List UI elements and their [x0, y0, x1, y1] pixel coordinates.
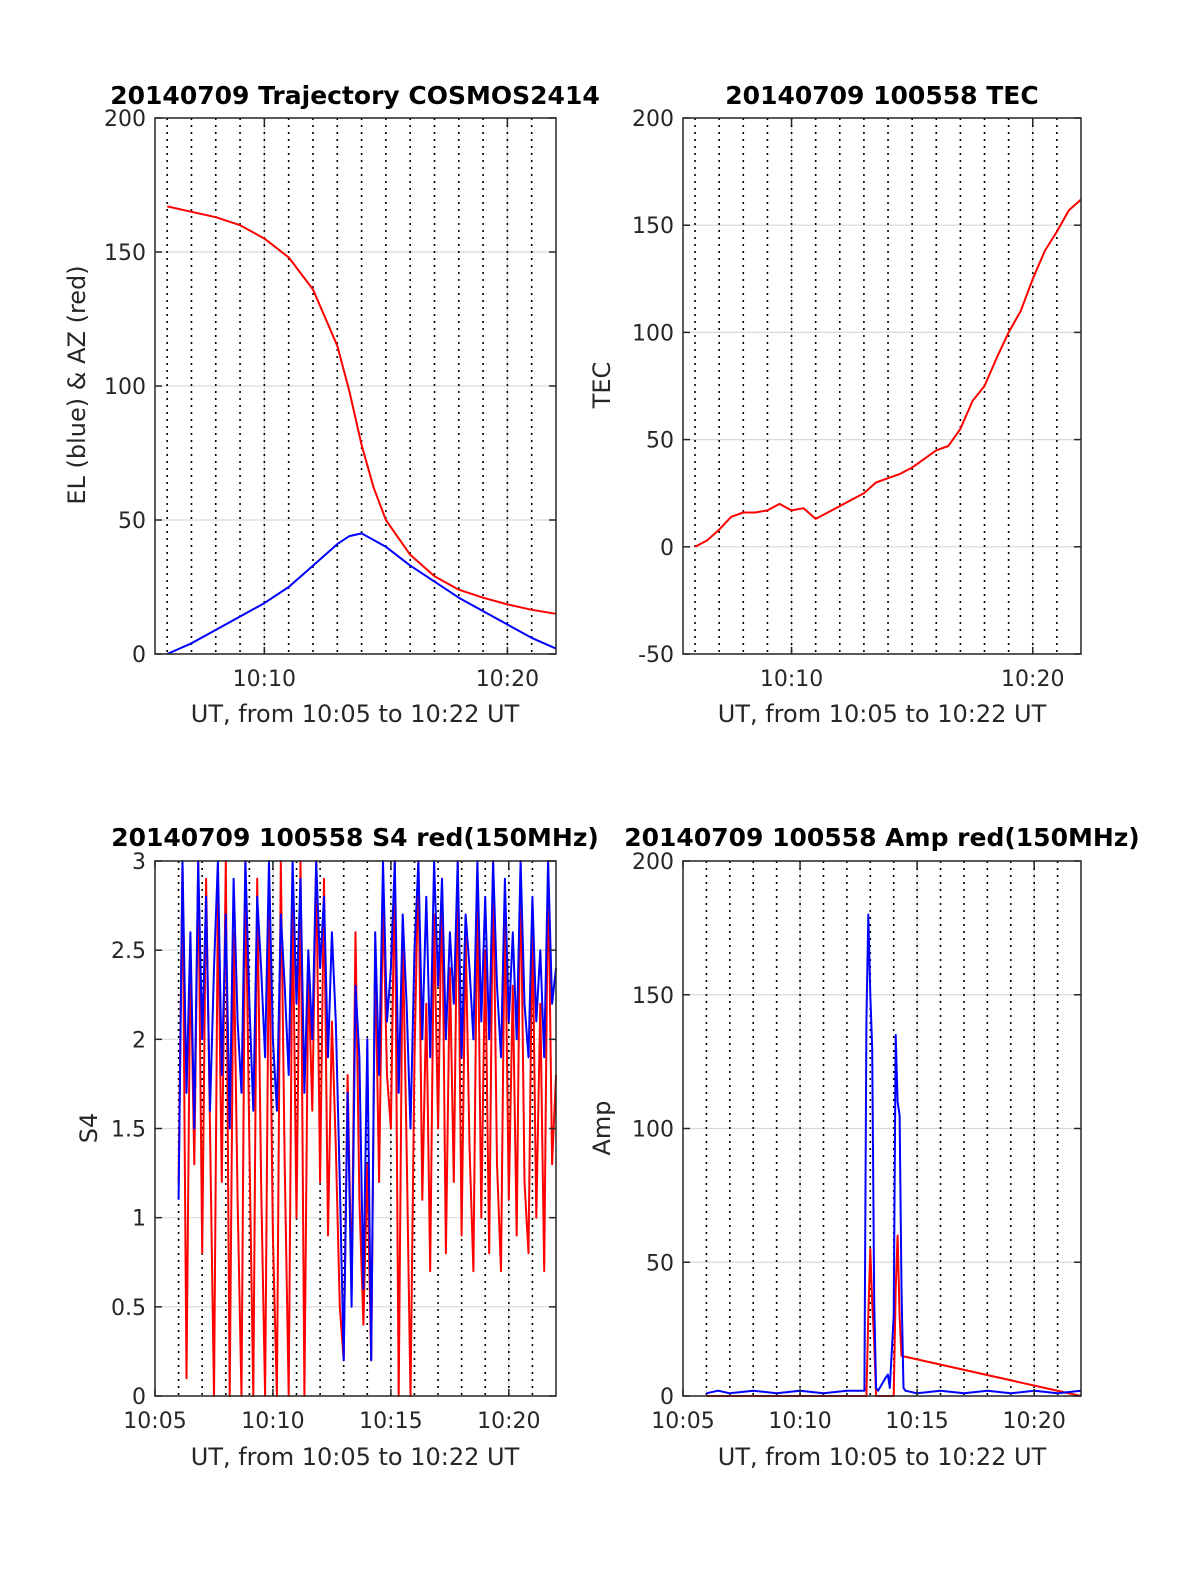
ylabel-trajectory: EL (blue) & AZ (red): [63, 265, 91, 504]
xlabel-s4: UT, from 10:05 to 10:22 UT: [191, 1443, 520, 1471]
ytick-label-3: 150: [632, 984, 674, 1009]
xtick-label-3: 10:20: [1002, 1409, 1065, 1434]
ytick-label-2: 100: [104, 375, 146, 400]
xlabel-tec: UT, from 10:05 to 10:22 UT: [718, 700, 1047, 728]
series-line-1: [166, 532, 557, 655]
xtick-label-1: 10:20: [1001, 667, 1064, 692]
xtick-label-2: 10:15: [885, 1409, 948, 1434]
ytick-label-0: -50: [638, 643, 674, 668]
ytick-label-5: 200: [632, 107, 674, 132]
xtick-label-1: 10:10: [768, 1409, 831, 1434]
series-line-1: [706, 913, 1082, 1395]
ytick-label-2: 1: [132, 1207, 146, 1232]
ytick-label-5: 2.5: [111, 939, 146, 964]
series-line-0: [694, 198, 1082, 548]
ytick-label-6: 3: [132, 850, 146, 875]
panel-tec: 20140709 100558 TEC UT, from 10:05 to 10…: [588, 81, 1082, 728]
xtick-label-0: 10:05: [123, 1409, 186, 1434]
xtick-label-1: 10:10: [241, 1409, 304, 1434]
panel-amp: 20140709 100558 Amp red(150MHz) UT, from…: [588, 823, 1140, 1471]
ytick-label-0: 0: [660, 1385, 674, 1410]
series-line-0: [166, 205, 557, 615]
xtick-label-0: 10:05: [651, 1409, 714, 1434]
ytick-label-3: 1.5: [111, 1118, 146, 1143]
title-tec: 20140709 100558 TEC: [725, 81, 1038, 110]
xtick-label-3: 10:20: [477, 1409, 540, 1434]
ytick-label-1: 0: [660, 536, 674, 561]
ylabel-amp: Amp: [588, 1100, 616, 1155]
ytick-label-3: 150: [104, 241, 146, 266]
axes-box: [682, 117, 1082, 655]
xtick-label-1: 10:20: [476, 667, 539, 692]
ytick-label-4: 200: [104, 107, 146, 132]
ytick-label-4: 200: [632, 850, 674, 875]
xtick-label-0: 10:10: [233, 667, 296, 692]
ytick-label-2: 100: [632, 1118, 674, 1143]
xtick-label-2: 10:15: [359, 1409, 422, 1434]
ytick-label-2: 50: [646, 429, 674, 454]
title-trajectory: 20140709 Trajectory COSMOS2414: [110, 81, 600, 110]
xlabel-amp: UT, from 10:05 to 10:22 UT: [718, 1443, 1047, 1471]
ytick-label-1: 0.5: [111, 1296, 146, 1321]
panel-trajectory: 20140709 Trajectory COSMOS2414 UT, from …: [63, 81, 600, 728]
ytick-label-3: 100: [632, 321, 674, 346]
ytick-label-1: 50: [118, 509, 146, 534]
ytick-label-1: 50: [646, 1251, 674, 1276]
ytick-label-0: 0: [132, 643, 146, 668]
title-s4: 20140709 100558 S4 red(150MHz): [111, 823, 599, 852]
xtick-label-0: 10:10: [760, 667, 823, 692]
ytick-label-4: 150: [632, 214, 674, 239]
xlabel-trajectory: UT, from 10:05 to 10:22 UT: [191, 700, 520, 728]
ytick-label-0: 0: [132, 1385, 146, 1410]
panel-s4: 20140709 100558 S4 red(150MHz) UT, from …: [75, 823, 599, 1471]
title-amp: 20140709 100558 Amp red(150MHz): [624, 823, 1140, 852]
ylabel-s4: S4: [75, 1113, 103, 1144]
ylabel-tec: TEC: [588, 362, 616, 410]
ytick-label-4: 2: [132, 1028, 146, 1053]
